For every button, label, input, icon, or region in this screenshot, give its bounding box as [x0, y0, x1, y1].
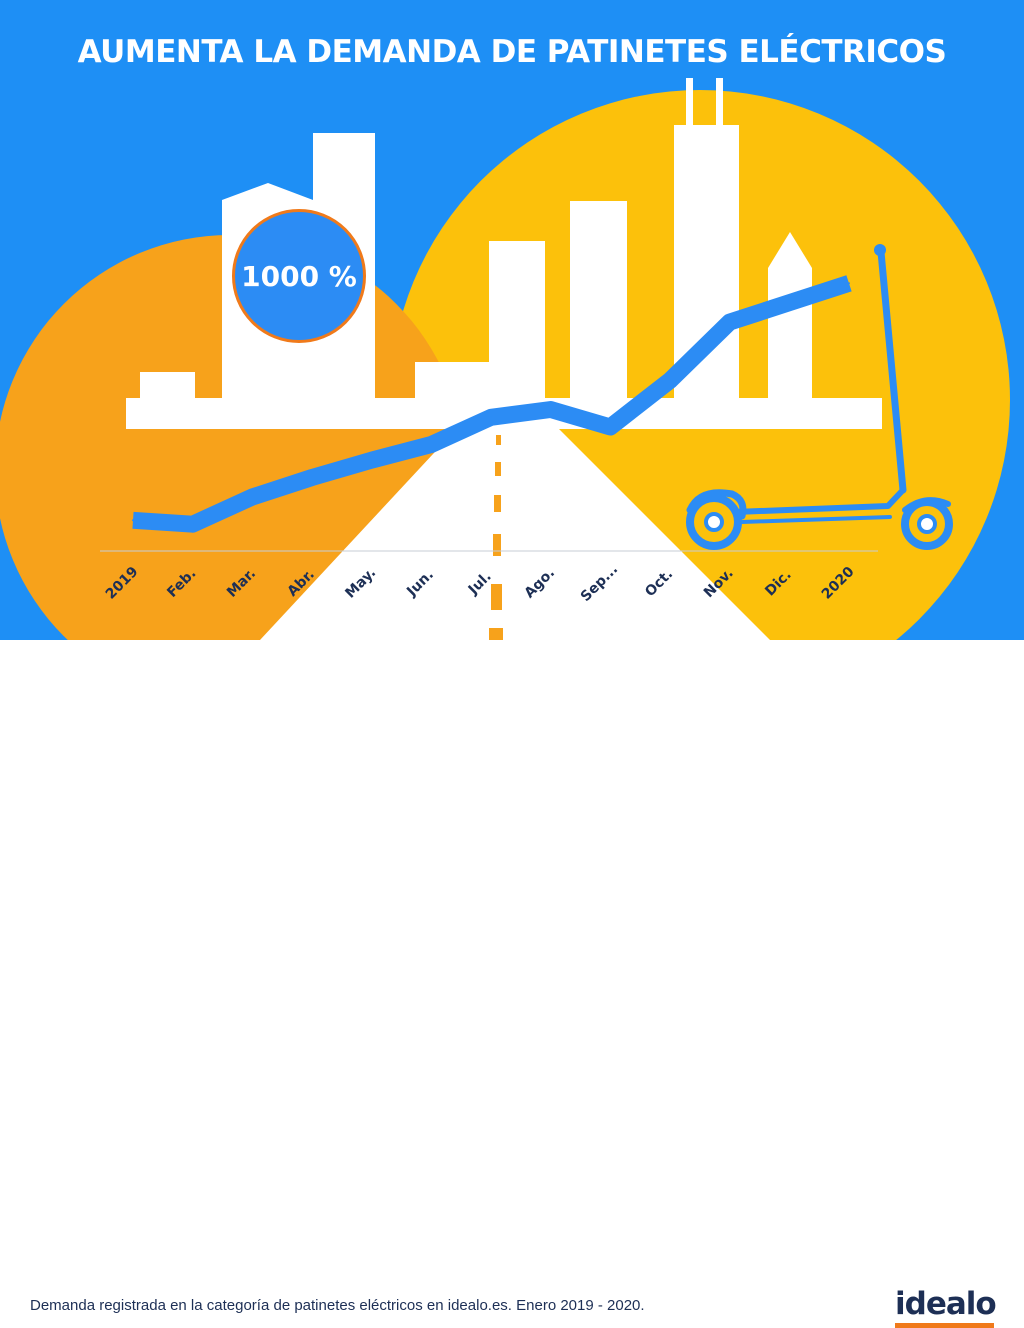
data-point — [370, 459, 373, 462]
data-point — [728, 321, 731, 324]
source-caption: Demanda registrada en la categoría de pa… — [30, 1297, 645, 1314]
logo-underline — [895, 1323, 994, 1328]
data-point — [490, 416, 492, 419]
data-point — [311, 476, 313, 479]
data-point — [848, 282, 850, 285]
data-point — [430, 443, 433, 446]
logo-text: idealo — [895, 1286, 997, 1322]
demand-line-chart — [132, 275, 852, 533]
infographic: 2019 Feb. Mar. Abr. May. Jun. Jul. Ago. Sep... Oc… — [0, 0, 1024, 640]
idealo-logo[interactable]: idealo — [895, 1285, 997, 1328]
data-point — [788, 301, 791, 304]
data-point — [669, 379, 671, 382]
data-point — [132, 519, 134, 522]
data-point — [251, 495, 254, 498]
data-point — [549, 408, 552, 411]
data-point — [191, 523, 194, 526]
footer: Demanda registrada en la categoría de pa… — [0, 640, 1024, 1328]
background-scene: 2019 Feb. Mar. Abr. May. Jun. Jul. Ago. Sep... Oc… — [0, 0, 1024, 640]
data-point — [609, 426, 612, 429]
electric-scooter-icon — [686, 244, 953, 550]
growth-badge: 1000 % — [232, 209, 366, 343]
road-dashes — [489, 435, 503, 640]
road-illustration — [260, 425, 770, 640]
chart-title: AUMENTA LA DEMANDA DE PATINETES ELÉCTRIC… — [77, 34, 947, 70]
